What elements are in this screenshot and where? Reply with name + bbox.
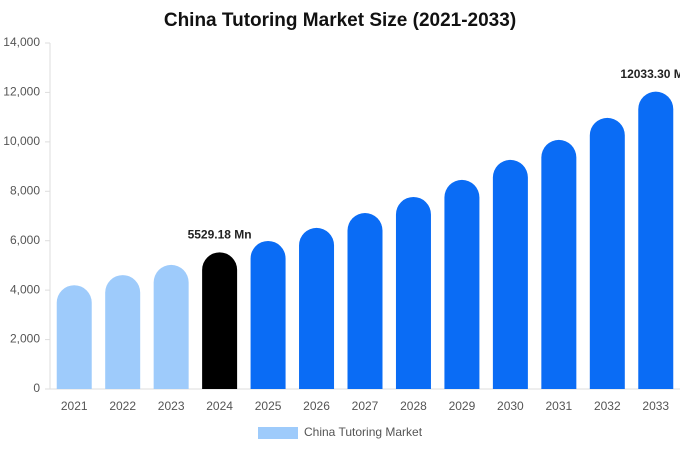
y-tick-label: 0 (33, 381, 40, 395)
bar (347, 213, 383, 389)
value-label: 12033.30 Mn (620, 67, 680, 81)
x-tick-label: 2024 (206, 399, 233, 413)
chart-title: China Tutoring Market Size (2021-2033) (164, 10, 516, 31)
y-tick-label: 6,000 (10, 233, 40, 247)
y-tick-label: 2,000 (10, 332, 40, 346)
x-tick-label: 2021 (61, 399, 88, 413)
bar (202, 252, 238, 389)
x-tick-label: 2025 (255, 399, 282, 413)
x-tick-label: 2031 (545, 399, 572, 413)
value-label: 5529.18 Mn (188, 228, 252, 242)
x-tick-label: 2026 (303, 399, 330, 413)
y-tick-label: 12,000 (3, 85, 40, 99)
bar (105, 275, 141, 389)
x-tick-label: 2029 (449, 399, 476, 413)
x-tick-label: 2023 (158, 399, 185, 413)
bar (492, 159, 528, 389)
legend-label: China Tutoring Market (304, 425, 423, 439)
x-tick-label: 2022 (109, 399, 136, 413)
bar (153, 264, 189, 389)
x-tick-label: 2027 (352, 399, 379, 413)
y-tick-label: 4,000 (10, 282, 40, 296)
x-tick-label: 2028 (400, 399, 427, 413)
bar (444, 179, 480, 389)
bar (589, 117, 625, 390)
y-tick-label: 8,000 (10, 183, 40, 197)
bar (541, 139, 577, 389)
y-tick-label: 14,000 (3, 35, 40, 49)
x-tick-label: 2030 (497, 399, 524, 413)
bar (395, 196, 431, 389)
legend-swatch (258, 427, 298, 439)
y-tick-label: 10,000 (3, 134, 40, 148)
bar (250, 240, 286, 389)
x-tick-label: 2033 (642, 399, 669, 413)
bar (299, 227, 335, 389)
x-tick-label: 2032 (594, 399, 621, 413)
bar (638, 91, 674, 389)
bar (56, 285, 92, 389)
